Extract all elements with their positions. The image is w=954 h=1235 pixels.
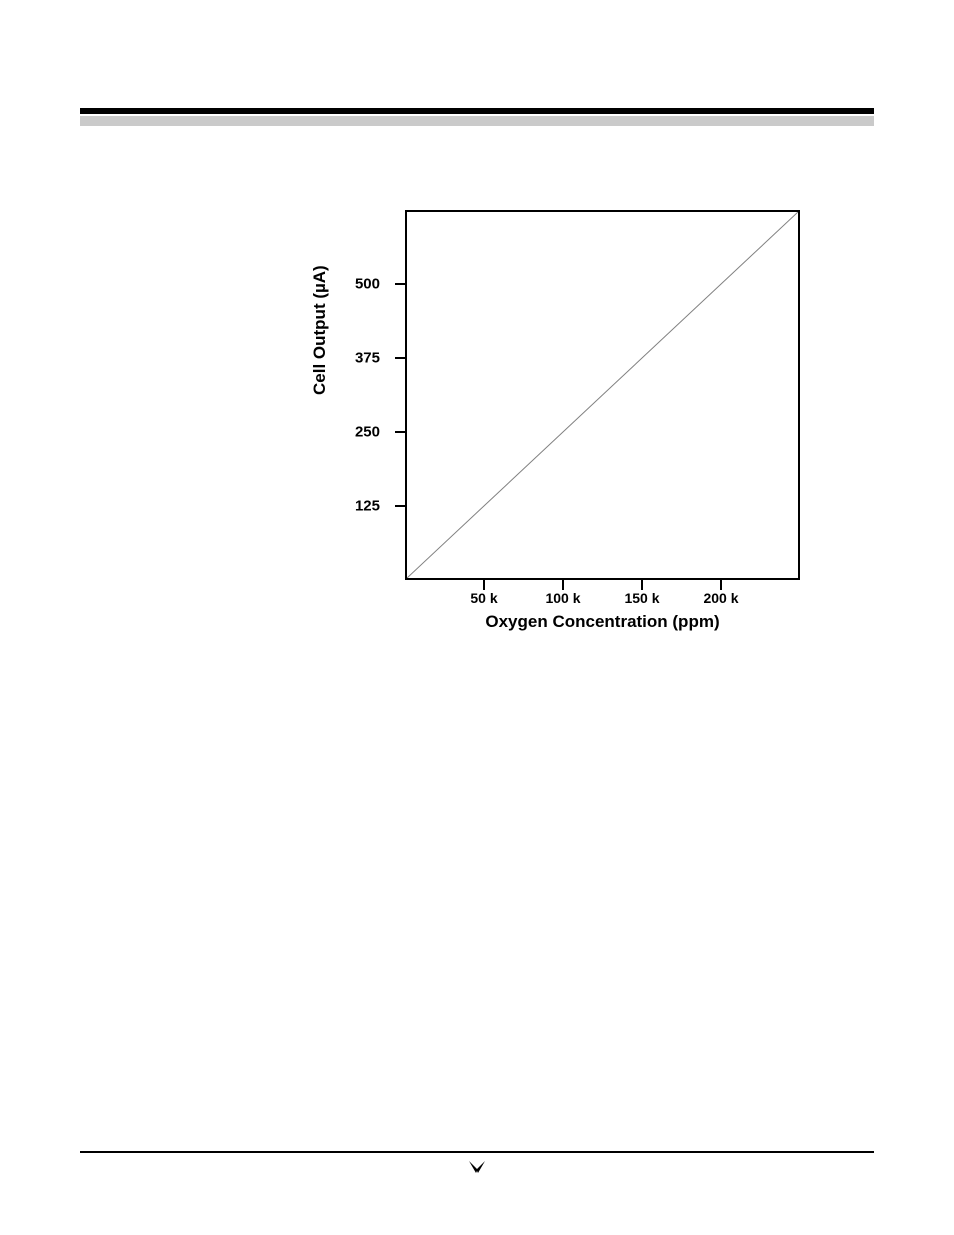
x-tick-label: 50 k [454, 590, 514, 606]
footer-rule [80, 1151, 874, 1153]
y-tick-label: 375 [320, 350, 380, 367]
x-tick-label: 100 k [533, 590, 593, 606]
plot-area [405, 210, 800, 580]
y-tick-mark [395, 357, 405, 359]
y-tick-label: 250 [320, 424, 380, 441]
header-rule-black [80, 108, 874, 114]
y-tick-mark [395, 431, 405, 433]
x-tick-mark [720, 580, 722, 590]
y-tick-label: 125 [320, 498, 380, 515]
cell-output-chart: Cell Output (µA) 125250375500 50 k100 k1… [325, 190, 845, 670]
x-tick-mark [641, 580, 643, 590]
y-tick-mark [395, 505, 405, 507]
y-tick-mark [395, 283, 405, 285]
data-line [407, 212, 798, 578]
x-tick-mark [562, 580, 564, 590]
x-axis-title: Oxygen Concentration (ppm) [405, 612, 800, 632]
x-tick-mark [483, 580, 485, 590]
footer-logo-icon [462, 1159, 492, 1175]
y-tick-label: 500 [320, 276, 380, 293]
x-tick-label: 150 k [612, 590, 672, 606]
header-rule-gray [80, 116, 874, 126]
x-tick-label: 200 k [691, 590, 751, 606]
